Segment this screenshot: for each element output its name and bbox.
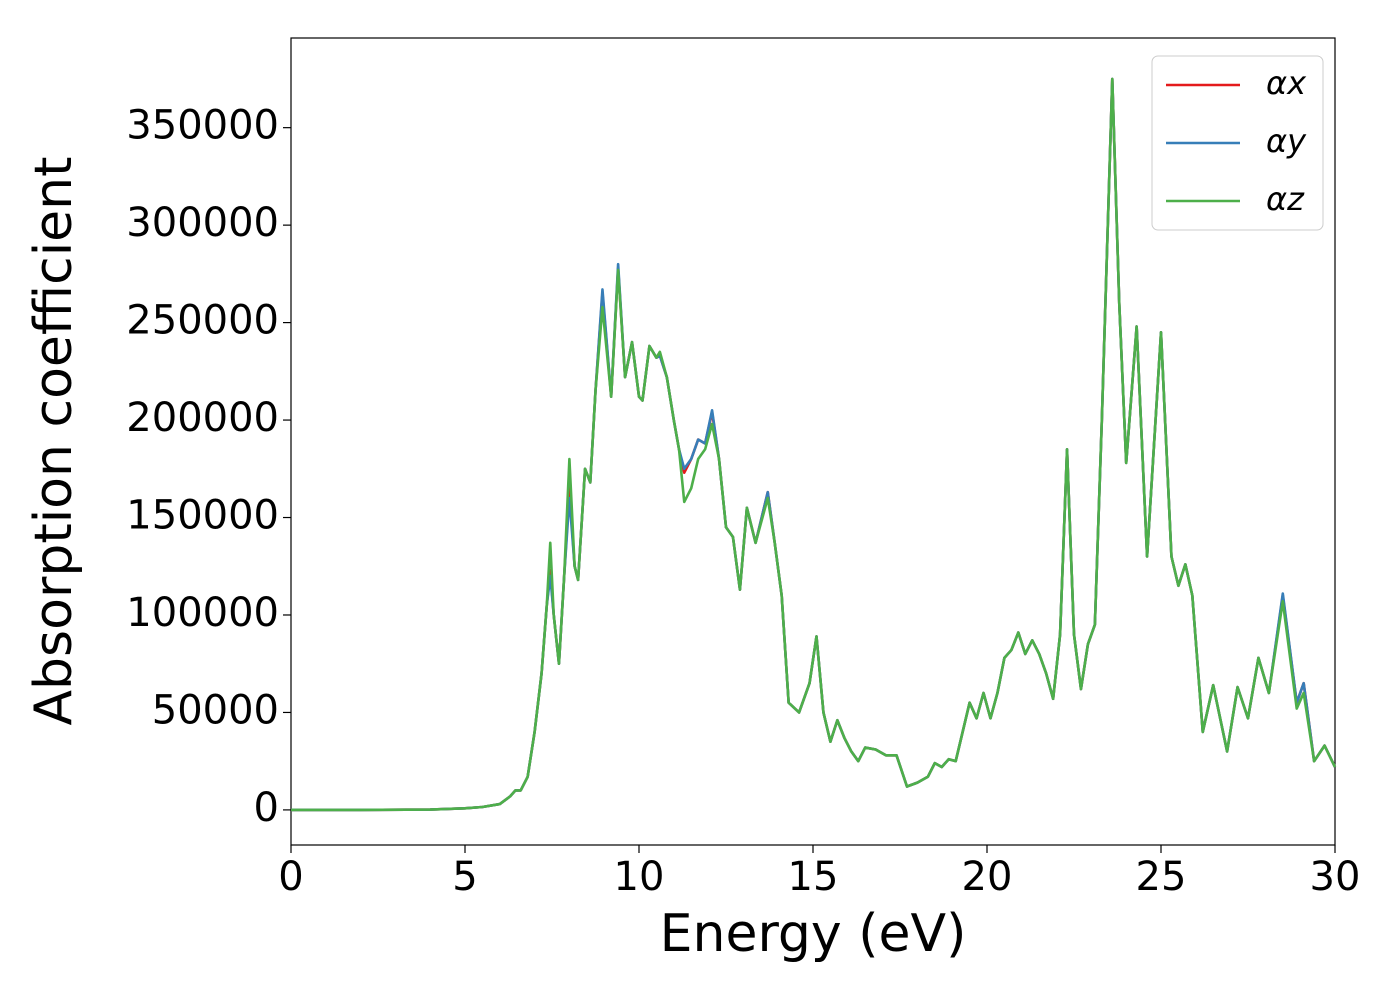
legend-label: αz [1266,180,1305,218]
x-axis-label: Energy (eV) [660,904,967,964]
x-tick-label: 5 [452,854,477,900]
y-tick-label: 150000 [126,493,279,539]
x-tick-label: 10 [614,854,665,900]
y-tick-label: 350000 [126,103,279,149]
y-tick-label: 300000 [126,200,279,246]
y-tick-label: 100000 [126,590,279,636]
legend-label: αx [1266,64,1307,102]
series-line [291,77,1337,812]
x-tick-label: 30 [1310,854,1361,900]
y-tick-label: 200000 [126,395,279,441]
y-tick-label: 50000 [152,687,279,733]
x-tick-label: 20 [962,854,1013,900]
legend-label: αy [1266,122,1307,160]
x-tick-label: 0 [278,854,303,900]
y-axis-label: Absorption coefficient [24,156,84,725]
y-tick-label: 0 [254,785,279,831]
y-tick-label: 250000 [126,298,279,344]
x-tick-label: 15 [788,854,839,900]
x-tick-label: 25 [1136,854,1187,900]
